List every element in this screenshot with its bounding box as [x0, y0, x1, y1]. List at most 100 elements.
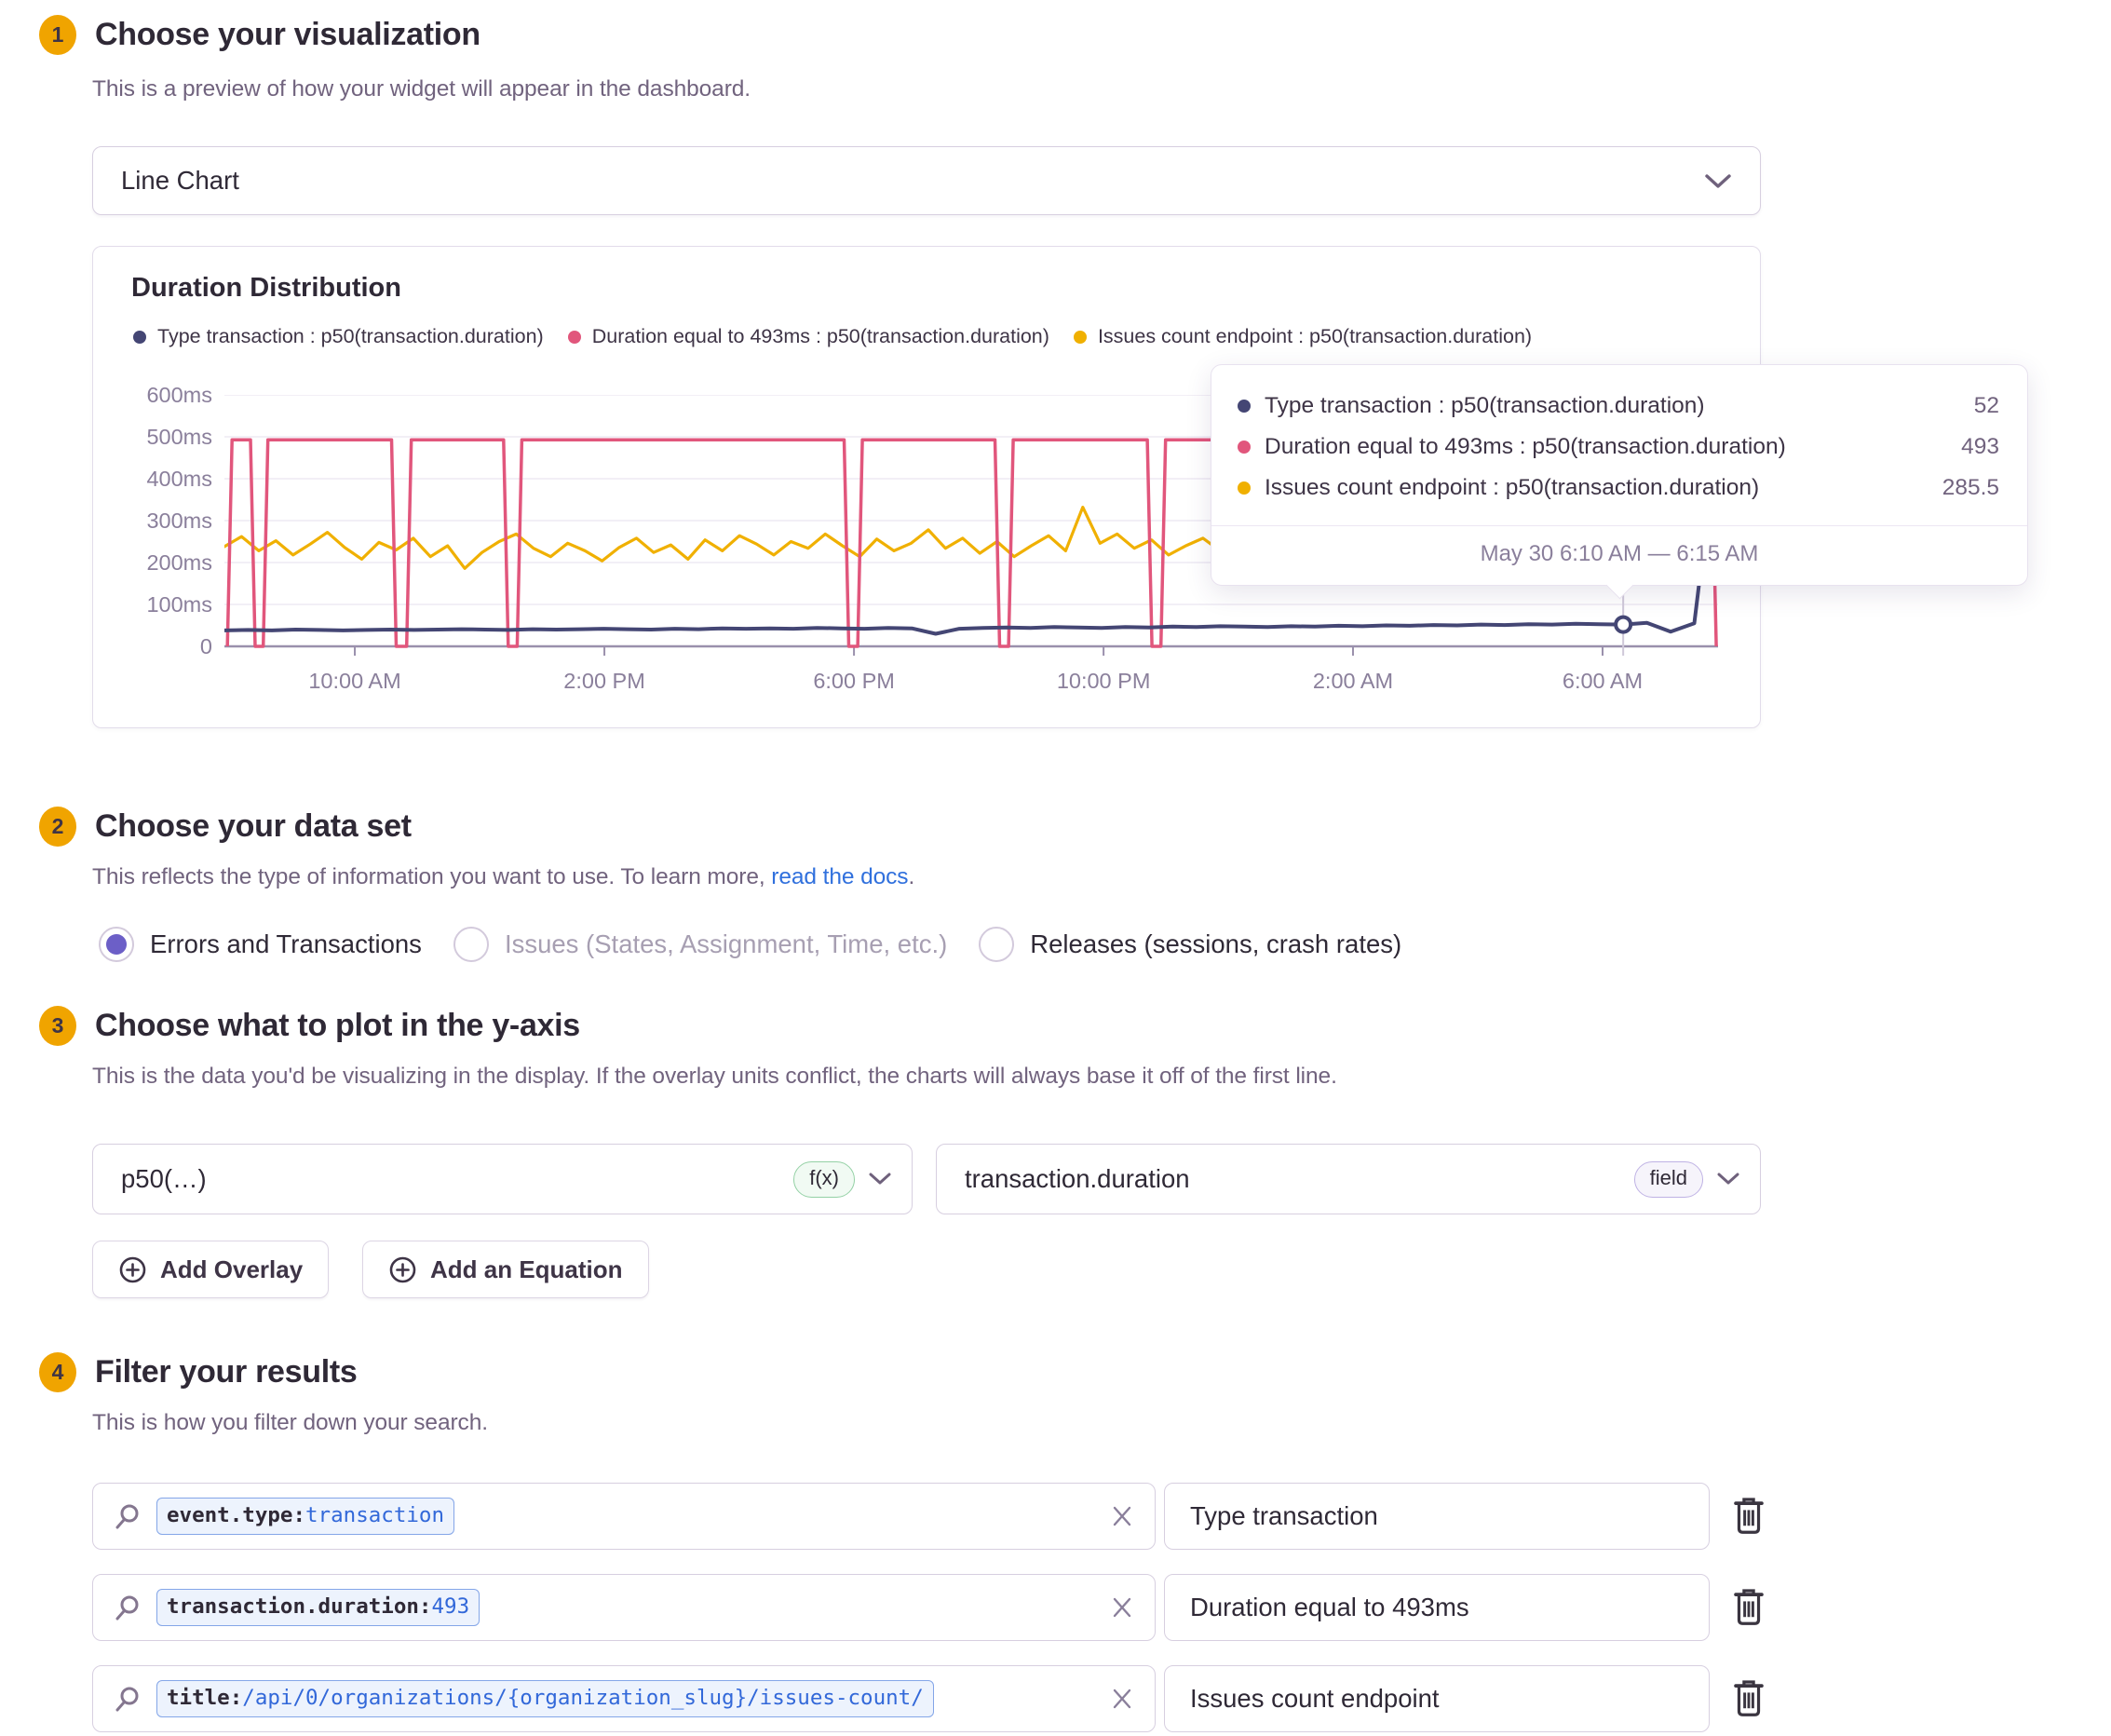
y-axis-label: 0	[199, 634, 212, 658]
token-value: /api/0/organizations/{organization_slug}…	[242, 1686, 924, 1710]
clear-search-icon[interactable]	[1110, 1504, 1134, 1528]
x-axis-label: 10:00 PM	[1056, 669, 1151, 693]
token-value: transaction	[305, 1503, 445, 1527]
search-token[interactable]: event.type:transaction	[156, 1498, 455, 1535]
section-2-subtitle: This reflects the type of information yo…	[92, 864, 914, 890]
aggregate-function-select[interactable]: p50(…) f(x)	[92, 1144, 913, 1214]
radio-unselected-icon	[979, 927, 1015, 962]
radio-label: Issues (States, Assignment, Time, etc.)	[504, 929, 948, 958]
filter-alias-input-1[interactable]: Type transaction	[1164, 1483, 1710, 1550]
tooltip-row: Duration equal to 493ms : p50(transactio…	[1238, 427, 1999, 468]
button-label: Add an Equation	[430, 1255, 623, 1283]
function-badge: f(x)	[793, 1160, 855, 1198]
step-3-badge: 3	[39, 1006, 76, 1046]
chart-tooltip: Type transaction : p50(transaction.durat…	[1211, 364, 2028, 600]
tooltip-value: 52	[1973, 393, 1999, 418]
x-axis-label: 10:00 AM	[308, 669, 401, 693]
x-axis-label: 6:00 PM	[813, 669, 895, 693]
subtitle-text: .	[908, 864, 915, 889]
radio-selected-icon	[99, 927, 134, 962]
dataset-radio-group: Errors and Transactions Issues (States, …	[99, 927, 1401, 962]
section-2-title: Choose your data set	[95, 808, 412, 844]
delete-filter-button-1[interactable]	[1728, 1493, 1769, 1539]
section-4-title: Filter your results	[95, 1354, 358, 1390]
tooltip-timerange: May 30 6:10 AM — 6:15 AM	[1211, 525, 2027, 585]
field-badge: field	[1633, 1160, 1703, 1198]
section-3-subtitle: This is the data you'd be visualizing in…	[92, 1064, 1337, 1089]
series-dot-icon	[1238, 481, 1251, 495]
field-parameter-value: transaction.duration	[965, 1164, 1190, 1193]
tooltip-value: 285.5	[1942, 475, 1999, 500]
filter-search-input-2[interactable]: transaction.duration:493	[92, 1574, 1156, 1641]
add-overlay-button[interactable]: Add Overlay	[92, 1241, 330, 1298]
radio-label: Errors and Transactions	[150, 929, 422, 958]
plus-circle-icon	[118, 1255, 147, 1284]
tooltip-value: 493	[1961, 434, 1999, 459]
add-equation-button[interactable]: Add an Equation	[362, 1241, 649, 1298]
read-the-docs-link[interactable]: read the docs	[771, 864, 909, 889]
field-parameter-select[interactable]: transaction.duration field	[936, 1144, 1761, 1214]
chevron-down-icon	[1704, 173, 1732, 189]
clear-search-icon[interactable]	[1110, 1687, 1134, 1711]
visualization-type-value: Line Chart	[121, 166, 239, 195]
legend-item-issues-count[interactable]: Issues count endpoint : p50(transaction.…	[1073, 325, 1532, 348]
filter-search-input-1[interactable]: event.type:transaction	[92, 1483, 1156, 1550]
button-label: Add Overlay	[160, 1255, 304, 1283]
tooltip-body: Type transaction : p50(transaction.durat…	[1211, 365, 2027, 525]
y-axis-label: 200ms	[146, 550, 212, 575]
tooltip-label: Type transaction : p50(transaction.durat…	[1265, 393, 1705, 418]
delete-filter-button-3[interactable]	[1728, 1675, 1769, 1722]
section-3-title: Choose what to plot in the y-axis	[95, 1008, 580, 1043]
filter-alias-input-3[interactable]: Issues count endpoint	[1164, 1665, 1710, 1732]
radio-errors-and-transactions[interactable]: Errors and Transactions	[99, 927, 422, 962]
x-axis-label: 2:00 AM	[1312, 669, 1394, 693]
token-key: transaction.duration:	[167, 1594, 432, 1619]
subtitle-text: This reflects the type of information yo…	[92, 864, 772, 889]
legend-label: Type transaction : p50(transaction.durat…	[157, 325, 544, 347]
legend-item-duration-493[interactable]: Duration equal to 493ms : p50(transactio…	[567, 325, 1049, 348]
search-token[interactable]: transaction.duration:493	[156, 1589, 480, 1626]
section-1-title: Choose your visualization	[95, 17, 480, 52]
token-key: title:	[167, 1686, 243, 1710]
chevron-down-icon	[869, 1173, 891, 1186]
alias-value: Issues count endpoint	[1190, 1684, 1440, 1713]
section-1-subtitle: This is a preview of how your widget wil…	[92, 76, 751, 102]
section-yaxis-header: 3 Choose what to plot in the y-axis	[39, 1006, 580, 1046]
visualization-type-select[interactable]: Line Chart	[92, 146, 1761, 215]
search-icon	[114, 1685, 142, 1713]
token-value: 493	[431, 1594, 470, 1619]
radio-issues[interactable]: Issues (States, Assignment, Time, etc.)	[453, 927, 947, 962]
clear-search-icon[interactable]	[1110, 1595, 1134, 1620]
series-dot-icon	[133, 330, 146, 344]
series-dot-icon	[1238, 400, 1251, 413]
legend-item-type-transaction[interactable]: Type transaction : p50(transaction.durat…	[133, 325, 544, 348]
step-1-badge: 1	[39, 15, 76, 55]
y-axis-label: 600ms	[146, 383, 212, 407]
section-filters-header: 4 Filter your results	[39, 1352, 358, 1392]
section-dataset-header: 2 Choose your data set	[39, 807, 412, 847]
y-axis-label: 300ms	[146, 509, 212, 533]
series-dot-icon	[1073, 330, 1087, 344]
delete-filter-button-2[interactable]	[1728, 1584, 1769, 1631]
section-4-subtitle: This is how you filter down your search.	[92, 1410, 488, 1435]
radio-releases[interactable]: Releases (sessions, crash rates)	[979, 927, 1401, 962]
tooltip-row: Type transaction : p50(transaction.durat…	[1238, 386, 1999, 427]
chart-legend: Type transaction : p50(transaction.durat…	[133, 325, 1532, 348]
search-token[interactable]: title:/api/0/organizations/{organization…	[156, 1680, 934, 1717]
chevron-down-icon	[1717, 1173, 1739, 1186]
chart-title: Duration Distribution	[131, 273, 401, 303]
radio-unselected-icon	[453, 927, 489, 962]
y-axis-label: 400ms	[146, 467, 212, 491]
step-4-badge: 4	[39, 1352, 76, 1392]
search-icon	[114, 1594, 142, 1621]
radio-label: Releases (sessions, crash rates)	[1030, 929, 1402, 958]
alias-value: Type transaction	[1190, 1501, 1378, 1530]
filter-search-input-3[interactable]: title:/api/0/organizations/{organization…	[92, 1665, 1156, 1732]
alias-value: Duration equal to 493ms	[1190, 1593, 1469, 1621]
aggregate-function-value: p50(…)	[121, 1164, 207, 1193]
legend-label: Duration equal to 493ms : p50(transactio…	[591, 325, 1049, 347]
y-axis-label: 500ms	[146, 425, 212, 449]
filter-alias-input-2[interactable]: Duration equal to 493ms	[1164, 1574, 1710, 1641]
tooltip-label: Duration equal to 493ms : p50(transactio…	[1265, 434, 1786, 459]
